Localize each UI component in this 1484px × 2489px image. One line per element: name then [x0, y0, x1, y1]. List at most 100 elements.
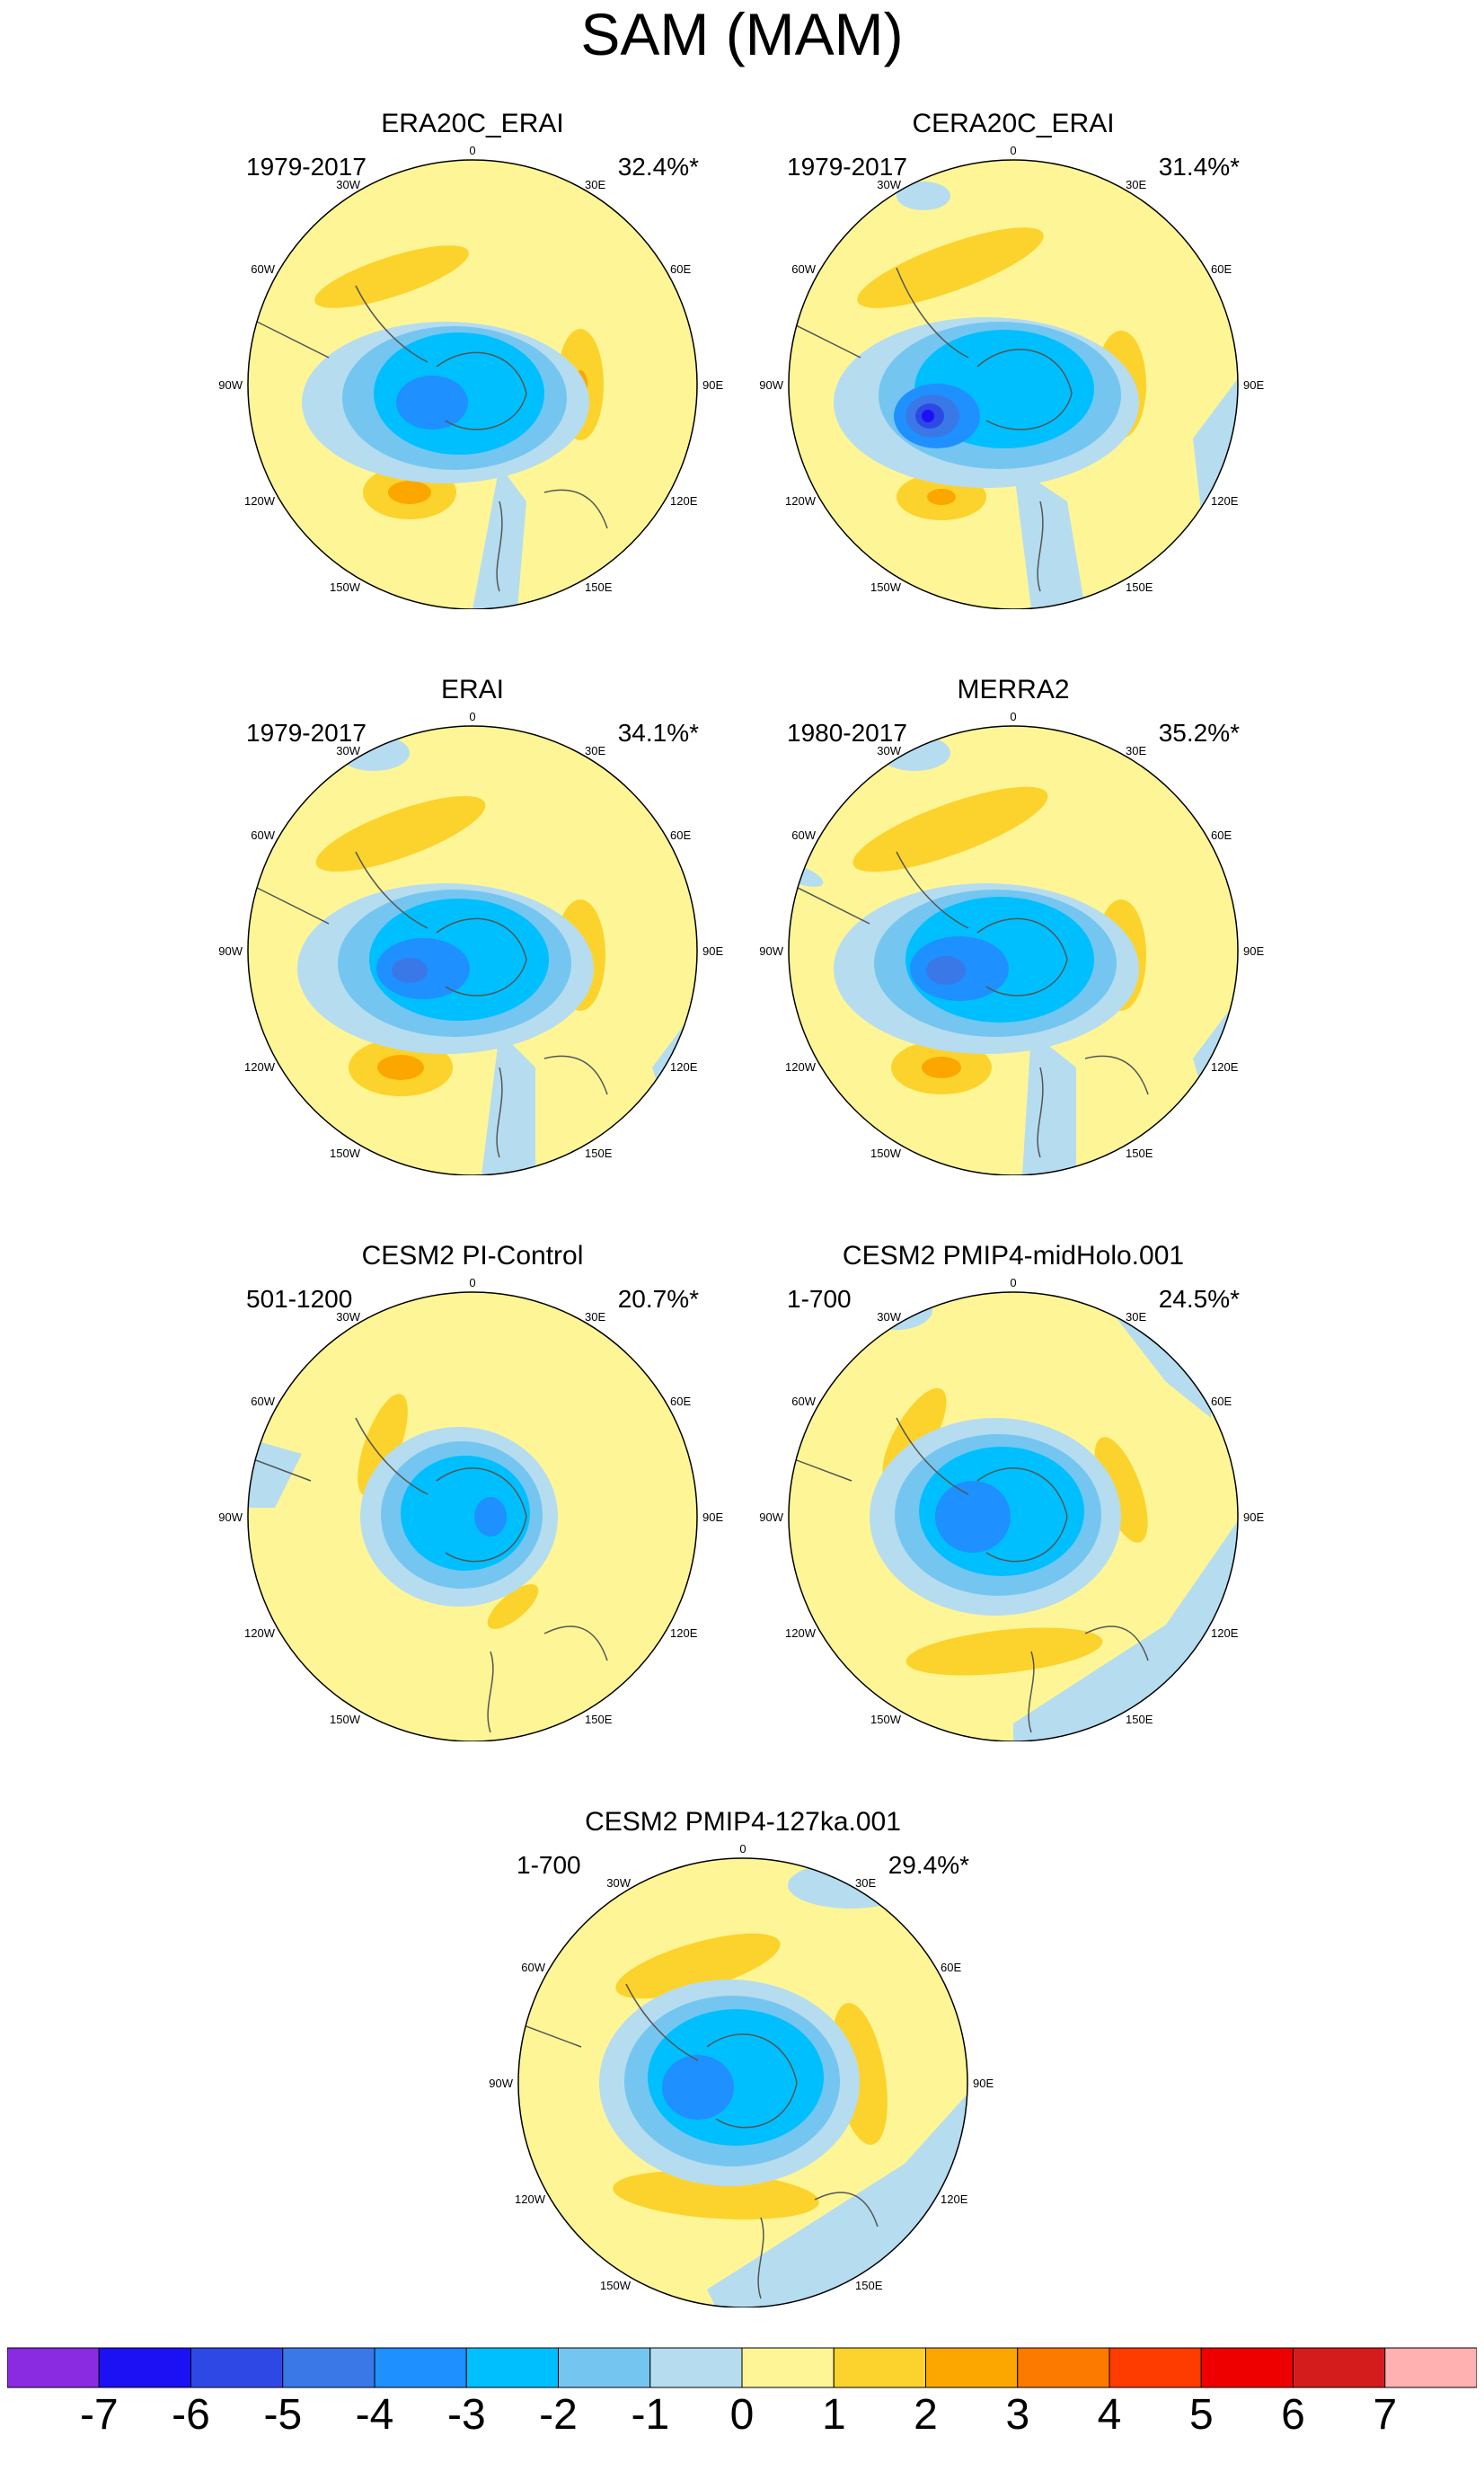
panel-variance: 29.4%*: [888, 1851, 969, 1879]
coastline: [256, 851, 608, 1158]
colorbar-tick-label: -4: [355, 2391, 394, 2439]
map-boundary: [788, 159, 1239, 609]
polar-map: 0 30E 60E 90E 120E 150E 180 150W 120W 90…: [759, 710, 1264, 1175]
coastline: [256, 285, 608, 592]
colorbar-box: [98, 2347, 191, 2388]
colorbar-box: [465, 2347, 559, 2388]
panel-title: CESM2 PMIP4-midHolo.001: [842, 1241, 1185, 1271]
positive-anomaly: [613, 2170, 819, 2220]
colorbar-tick-label: -7: [79, 2391, 119, 2439]
colorbar-tick-label: 0: [729, 2391, 755, 2439]
label-150e: 150E: [585, 580, 613, 594]
label-120w: 120W: [515, 2192, 546, 2206]
label-90e: 90E: [973, 2077, 994, 2090]
label-30e: 30E: [855, 1876, 876, 1890]
label-30w: 30W: [606, 1876, 631, 1890]
polar-map: 0 30E 60E 90E 120E 150E 180 150W 120W 90…: [489, 1842, 994, 2307]
positive-anomaly: [852, 786, 1048, 872]
label-90w: 90W: [759, 378, 783, 392]
negative-anomaly: [1103, 1301, 1211, 1418]
positive-anomaly: [615, 1933, 781, 1999]
label-60e: 60E: [1211, 262, 1232, 276]
map-boundary: [247, 1291, 698, 1741]
panel-variance: 31.4%*: [1158, 153, 1240, 181]
label-0: 0: [1010, 144, 1016, 157]
label-120e: 120E: [670, 1626, 698, 1640]
colorbar-box: [7, 2347, 100, 2388]
label-60e: 60E: [941, 1961, 961, 1974]
map-boundary: [788, 1291, 1239, 1741]
label-30w: 30W: [877, 744, 901, 757]
panel-years: 1979-2017: [787, 153, 907, 181]
panel-years: 1-700: [787, 1285, 852, 1313]
label-30e: 30E: [1126, 178, 1146, 191]
panel-variance: 32.4%*: [617, 153, 699, 181]
label-150w: 150W: [330, 580, 361, 594]
colorbar-tick-label: 7: [1373, 2391, 1398, 2439]
label-150w: 150W: [330, 1147, 361, 1160]
label-0: 0: [469, 710, 475, 723]
map-panel-era20c-erai: ERA20C_ERAI 1979-2017 32.4%* 0 30E 60E 9…: [203, 108, 742, 611]
negative-anomaly-core: [922, 410, 934, 422]
label-120e: 120E: [1211, 1060, 1239, 1074]
positive-anomaly: [358, 1394, 408, 1496]
label-90e: 90E: [702, 378, 723, 392]
label-30e: 30E: [1126, 744, 1146, 757]
negative-anomaly-core: [392, 958, 428, 983]
label-60w: 60W: [251, 1395, 275, 1408]
label-60e: 60E: [1211, 828, 1232, 842]
label-60w: 60W: [791, 1395, 816, 1408]
polar-map: 0 30E 60E 90E 120E 150E 180 150W 120W 90…: [759, 1276, 1264, 1741]
label-150e: 150E: [585, 1147, 613, 1160]
label-0: 0: [739, 1842, 746, 1856]
colorbar-box: [1109, 2347, 1202, 2388]
label-90e: 90E: [1243, 378, 1264, 392]
coastline: [789, 1417, 1149, 1733]
label-60w: 60W: [791, 828, 816, 842]
positive-anomaly-core: [388, 481, 431, 504]
negative-anomaly-tail: [481, 1032, 535, 1175]
label-60e: 60E: [670, 1395, 691, 1408]
coastline: [248, 1417, 608, 1733]
colorbar-tick-label: -2: [539, 2391, 578, 2439]
positive-anomaly: [315, 795, 486, 872]
map-panel-cesm2-pi-control: CESM2 PI-Control 501-1200 20.7%* 0 30E 6…: [203, 1240, 742, 1743]
colorbar-box: [1017, 2347, 1110, 2388]
label-30w: 30W: [336, 178, 360, 191]
map-panel-cesm2-127ka: CESM2 PMIP4-127ka.001 1-700 29.4%* 0 30E…: [473, 1806, 1012, 2309]
negative-anomaly-core: [662, 2055, 734, 2120]
polar-map: 0 30E 60E 90E 120E 150E 180 150W 120W 90…: [759, 144, 1264, 609]
label-90w: 90W: [218, 1510, 243, 1524]
map-boundary: [517, 1857, 968, 2307]
label-30w: 30W: [877, 1310, 901, 1324]
label-60e: 60E: [670, 828, 691, 842]
polar-map: 0 30E 60E 90E 120E 150E 180 150W 120W 90…: [218, 1276, 723, 1741]
colorbar-box: [649, 2347, 743, 2388]
map-panel-merra2: MERRA2 1980-2017 35.2%* 0 30E 60E 90E 12…: [744, 674, 1283, 1177]
panel-variance: 20.7%*: [617, 1285, 699, 1313]
label-90w: 90W: [489, 2077, 513, 2090]
positive-anomaly-core: [377, 1055, 424, 1080]
label-0: 0: [469, 144, 475, 157]
negative-anomaly-core: [396, 376, 468, 430]
panel-title: MERRA2: [957, 675, 1070, 704]
polar-map: 0 30E 60E 90E 120E 150E 180 150W 120W 90…: [218, 144, 723, 609]
map-boundary: [247, 159, 698, 609]
colorbar-tick-label: 6: [1281, 2391, 1305, 2439]
label-150w: 150W: [600, 2279, 632, 2292]
colorbar-tick-label: 4: [1097, 2391, 1122, 2439]
label-150e: 150E: [1126, 1147, 1153, 1160]
label-150w: 150W: [330, 1713, 361, 1726]
label-150e: 150E: [1126, 580, 1153, 594]
label-90w: 90W: [759, 1510, 783, 1524]
panel-variance: 24.5%*: [1158, 1285, 1240, 1313]
label-150w: 150W: [870, 1713, 902, 1726]
colorbar-tick-label: 1: [821, 2391, 846, 2439]
colorbar-box: [1384, 2347, 1477, 2388]
negative-anomaly: [897, 182, 950, 210]
label-30e: 30E: [585, 178, 605, 191]
label-120e: 120E: [670, 1060, 698, 1074]
map-panel-cera20c-erai: CERA20C_ERAI 1979-2017 31.4%* 0 30E 60E …: [744, 108, 1283, 611]
label-30w: 30W: [877, 178, 901, 191]
label-150e: 150E: [855, 2279, 883, 2292]
